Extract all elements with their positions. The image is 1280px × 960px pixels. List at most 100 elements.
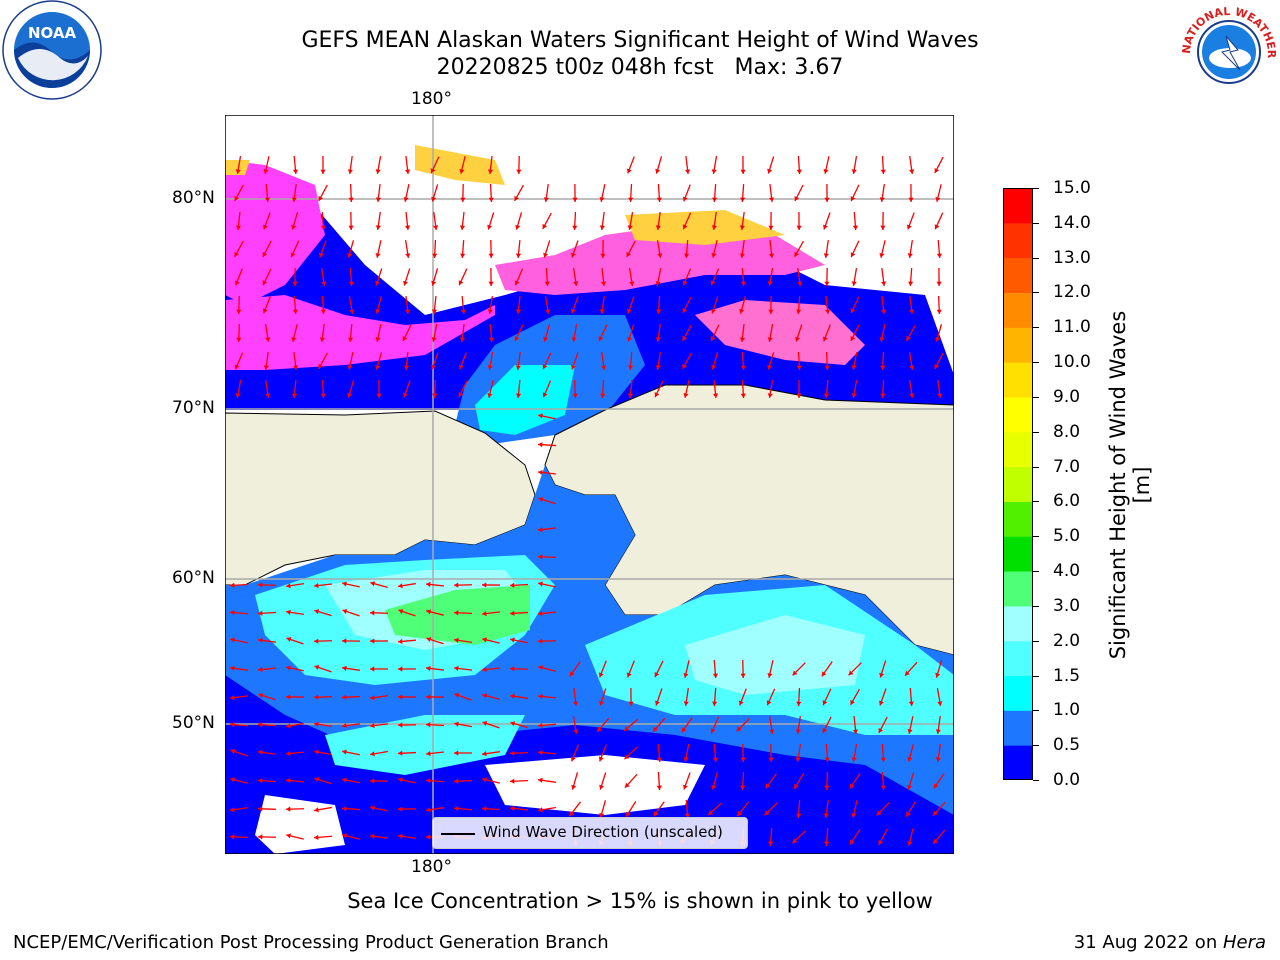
- colorbar-title: Significant Height of Wind Waves [m]: [1106, 310, 1154, 660]
- wave-arrow-head: [906, 224, 912, 230]
- wave-arrow-head: [286, 806, 291, 812]
- wave-arrow-head: [796, 225, 802, 230]
- wave-arrow-head: [822, 336, 828, 342]
- wave-arrow-head: [426, 778, 431, 784]
- wave-arrow-head: [545, 309, 551, 314]
- wave-arrow-head: [624, 782, 630, 788]
- wave-arrow-head: [851, 281, 857, 286]
- wave-arrow-head: [600, 253, 606, 258]
- wave-arrow-head: [314, 609, 320, 615]
- wave-arrow-head: [907, 253, 913, 258]
- wave-arrow-head: [262, 308, 268, 314]
- wave-arrow-head: [538, 722, 543, 728]
- wave-arrow-head: [318, 363, 323, 369]
- wave-arrow-head: [370, 805, 375, 811]
- wave-arrow-head: [710, 336, 716, 342]
- wave-arrow-head: [538, 807, 543, 813]
- wave-arrow-head: [482, 806, 487, 812]
- wave-arrow-head: [851, 393, 857, 398]
- wave-arrow-head: [767, 364, 773, 370]
- footer-host: Hera: [1222, 932, 1266, 953]
- wave-arrow-head: [375, 337, 381, 342]
- colorbar-tick: [1033, 362, 1039, 364]
- wave-arrow-head: [431, 280, 437, 286]
- wave-arrow-head: [768, 841, 774, 846]
- wave-arrow-head: [655, 337, 661, 342]
- colorbar-cell: [1003, 327, 1033, 363]
- wave-arrow-head: [292, 309, 298, 314]
- wave-arrow-head: [738, 700, 744, 706]
- colorbar-tick: [1033, 327, 1039, 329]
- wave-arrow-head: [291, 224, 297, 230]
- wave-arrow-head: [796, 701, 802, 706]
- wave-arrow-head: [293, 365, 299, 370]
- wave-arrow-head: [880, 393, 886, 398]
- wave-arrow-head: [767, 337, 773, 342]
- wave-arrow-head: [712, 701, 718, 706]
- wave-arrow-head: [712, 393, 719, 398]
- wave-arrow-head: [286, 833, 292, 839]
- wave-arrow-head: [682, 335, 687, 341]
- wave-arrow-head: [628, 701, 634, 706]
- wave-arrow-head: [767, 281, 773, 286]
- wave-arrow-head: [482, 611, 487, 617]
- wave-arrow-head: [482, 751, 487, 757]
- wave-arrow-head: [347, 252, 353, 258]
- wave-arrow-head: [657, 253, 663, 258]
- wave-arrow-head: [375, 169, 381, 174]
- wave-arrow-head: [538, 777, 543, 783]
- wave-arrow-head: [460, 197, 466, 202]
- wave-arrow-head: [286, 637, 292, 642]
- wave-arrow-head: [907, 784, 913, 790]
- wave-arrow-head: [655, 700, 660, 706]
- colorbar-tick: [1033, 640, 1039, 642]
- wave-arrow-head: [881, 281, 887, 286]
- wave-arrow-head: [599, 197, 605, 202]
- wave-arrow-head: [880, 785, 886, 790]
- colorbar-cell: [1003, 710, 1033, 746]
- wave-arrow-head: [538, 527, 543, 533]
- wave-arrow-head: [823, 169, 829, 174]
- wave-arrow-head: [572, 197, 578, 202]
- wave-arrow-head: [654, 672, 660, 678]
- wave-arrow-head: [629, 281, 635, 286]
- wave-arrow-head: [739, 337, 746, 342]
- colorbar-cell: [1003, 501, 1033, 537]
- wave-arrow-head: [796, 169, 802, 174]
- wave-arrow-head: [850, 308, 856, 314]
- wave-arrow-head: [599, 225, 605, 230]
- colorbar-cell: [1003, 466, 1033, 502]
- wave-arrow-head: [822, 700, 828, 706]
- colorbar-tick: [1033, 188, 1039, 189]
- wave-arrow-head: [454, 806, 459, 812]
- wave-arrow-head: [880, 309, 887, 314]
- wave-arrow-head: [655, 168, 661, 174]
- wave-arrow-head: [824, 197, 830, 202]
- wave-arrow-head: [286, 609, 291, 615]
- wave-arrow-head: [398, 777, 403, 783]
- wave-arrow-head: [850, 336, 856, 342]
- wave-arrow-head: [768, 757, 774, 762]
- colorbar-tick-label: 0.0: [1053, 770, 1081, 790]
- colorbar-cell: [1003, 292, 1033, 328]
- wave-arrow-head: [510, 666, 515, 672]
- wave-arrow-head: [711, 225, 717, 230]
- wave-arrow-head: [626, 168, 632, 174]
- wave-arrow-head: [935, 757, 941, 762]
- wave-arrow-head: [426, 807, 431, 813]
- wave-arrow-head: [347, 392, 353, 398]
- wave-arrow-head: [737, 811, 743, 817]
- wave-arrow-head: [488, 337, 494, 342]
- colorbar-tick: [1033, 536, 1039, 538]
- wave-arrow-head: [710, 728, 716, 734]
- wave-arrow-head: [264, 197, 270, 202]
- wave-arrow-head: [460, 309, 467, 314]
- colorbar-tick-label: 6.0: [1053, 491, 1081, 512]
- wave-arrow-head: [230, 749, 236, 754]
- wave-arrow-head: [936, 281, 942, 286]
- wave-arrow-head: [796, 813, 802, 818]
- wave-arrow-head: [850, 839, 855, 845]
- wave-arrow-head: [321, 281, 327, 286]
- wave-arrow-head: [909, 169, 915, 174]
- colorbar-tick: [1033, 501, 1039, 503]
